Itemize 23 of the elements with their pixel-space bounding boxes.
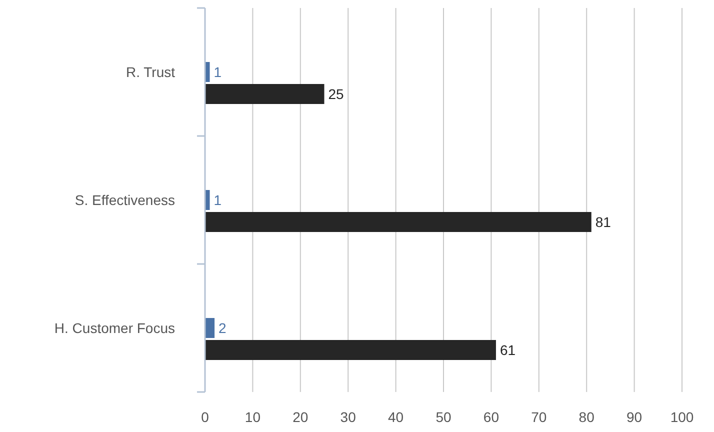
- y-tick-label: R. Trust: [126, 64, 176, 80]
- data-label: 61: [500, 342, 516, 358]
- x-tick-label: 80: [578, 409, 595, 425]
- x-tick-label: 0: [201, 409, 210, 425]
- x-tick-label: 10: [244, 409, 261, 425]
- data-label: 2: [218, 320, 227, 336]
- data-label: 81: [595, 214, 612, 230]
- x-tick-label: 70: [531, 409, 547, 425]
- data-label: 1: [214, 64, 222, 80]
- data-label: 1: [214, 192, 222, 208]
- bar: [205, 340, 496, 360]
- x-tick-label: 30: [340, 409, 356, 425]
- y-tick-label: H. Customer Focus: [54, 320, 175, 336]
- x-tick-label: 90: [626, 409, 642, 425]
- x-tick-label: 50: [436, 409, 452, 425]
- x-tick-label: 20: [292, 409, 308, 425]
- y-tick-label: S. Effectiveness: [74, 192, 175, 208]
- x-tick-label: 40: [388, 409, 404, 425]
- data-label: 25: [328, 86, 344, 102]
- x-tick-label: 60: [483, 409, 500, 425]
- bar: [205, 212, 592, 232]
- x-tick-label: 100: [670, 409, 694, 425]
- bar: [205, 84, 324, 104]
